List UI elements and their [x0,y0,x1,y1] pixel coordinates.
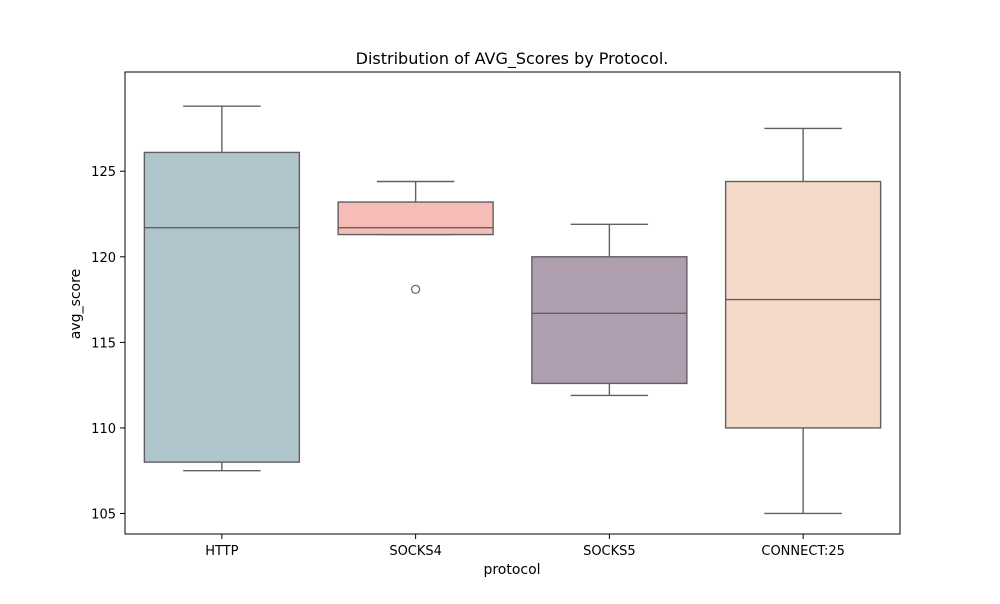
x-tick-label: HTTP [205,544,238,559]
box-connect-25 [724,180,882,429]
plot-area: 105 110 115 120 125 HTTP SOCKS4 SOCKS5 CONNECT:2… [91,71,901,559]
y-tick-label: 120 [91,251,116,266]
chart-title: Distribution of AVG_Scores by Protocol. [356,49,669,69]
y-axis-label: avg_score [68,269,84,339]
plot-frame [124,71,901,535]
x-axis-label: protocol [483,562,540,578]
y-tick-label: 105 [91,507,116,522]
x-tick-label: SOCKS4 [389,544,442,559]
box-socks4 [337,201,494,236]
x-tick-label: SOCKS5 [583,544,636,559]
y-tick-label: 115 [91,336,116,351]
y-tick-label: 110 [91,422,116,437]
box-http [143,151,301,463]
box-socks5 [531,256,688,385]
y-tick-label: 125 [91,165,116,180]
x-tick-label: CONNECT:25 [761,544,844,559]
outlier-point [411,284,421,294]
